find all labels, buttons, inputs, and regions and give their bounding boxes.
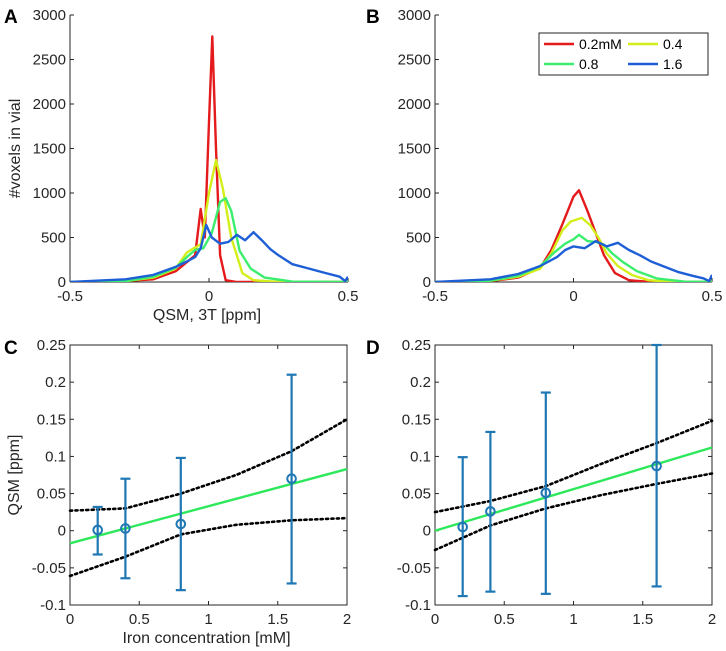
- panel-label: D: [366, 338, 380, 359]
- data-point: [175, 518, 187, 530]
- data-point: [540, 487, 552, 499]
- ci-lower-line: [68, 516, 349, 578]
- data-point: [92, 524, 103, 536]
- y-tick-label: 0.2: [45, 374, 66, 391]
- y-tick-label: 1500: [398, 141, 431, 158]
- y-tick-label: 0.25: [37, 337, 66, 354]
- x-tick-label: 1.5: [267, 611, 288, 628]
- data-point: [485, 506, 496, 517]
- x-tick-label: 1: [569, 611, 577, 628]
- y-tick-label: 1000: [398, 185, 431, 202]
- x-tick-label: 0: [569, 288, 577, 305]
- error-bar: [120, 477, 131, 580]
- y-axis-label: #voxels in vial: [7, 99, 24, 199]
- y-tick-label: -0.05: [32, 560, 66, 577]
- y-tick-label: 0: [423, 274, 431, 291]
- y-tick-label: 3000: [33, 7, 66, 24]
- legend-label: 0.8: [579, 56, 599, 72]
- y-tick-label: 500: [406, 230, 431, 247]
- y-tick-label: 1500: [33, 141, 66, 158]
- y-tick-label: 2500: [33, 52, 66, 69]
- data-point: [457, 521, 469, 533]
- legend-label: 0.4: [663, 36, 683, 52]
- x-tick-label: 0.5: [702, 288, 723, 305]
- error-bar: [92, 505, 103, 556]
- error-bar: [175, 456, 187, 592]
- y-tick-label: 0: [58, 274, 66, 291]
- x-tick-label: 0.5: [338, 288, 359, 305]
- series-line-04: [435, 216, 712, 282]
- x-tick-label: 0: [205, 288, 213, 305]
- series-line-08: [70, 197, 348, 282]
- x-tick-label: 2: [343, 611, 351, 628]
- ci-upper-line: [433, 419, 714, 514]
- y-tick-label: 0.05: [402, 486, 431, 503]
- panel-d: D -0.1 -0.05 0 0.05 0.1 0.15 0.2 0.25 0 0.5 1 1.5 2: [366, 337, 716, 628]
- ci-lower-line: [433, 472, 714, 552]
- error-bar: [651, 343, 662, 588]
- panel-label: B: [366, 7, 380, 28]
- x-tick-label: -0.5: [57, 288, 83, 305]
- x-tick-label: 0: [431, 611, 439, 628]
- y-tick-label: 0.25: [402, 337, 431, 354]
- x-axis-label: Iron concentration [mM]: [122, 630, 290, 647]
- ci-upper-line: [68, 418, 349, 512]
- y-tick-label: 0: [423, 523, 431, 540]
- y-tick-label: 0.15: [402, 411, 431, 428]
- error-bar: [540, 391, 552, 595]
- x-tick-label: 1.5: [632, 611, 653, 628]
- x-tick-label: -0.5: [422, 288, 448, 305]
- x-axis-label: QSM, 3T [ppm]: [153, 307, 261, 324]
- legend: 0.2mM 0.4 0.8 1.6: [538, 32, 709, 76]
- x-tick-label: 0.5: [494, 611, 515, 628]
- series-line-16: [435, 239, 712, 282]
- y-tick-label: -0.1: [405, 597, 431, 614]
- axes-box: [69, 344, 348, 606]
- x-tick-label: 1: [204, 611, 212, 628]
- y-tick-label: -0.1: [40, 597, 66, 614]
- y-tick-label: 0: [58, 523, 66, 540]
- panel-label: C: [4, 338, 18, 359]
- panel-label: A: [4, 7, 18, 28]
- series-line-16: [70, 223, 348, 282]
- y-tick-label: 3000: [398, 7, 431, 24]
- x-tick-label: 2: [708, 611, 716, 628]
- y-tick-label: 0.15: [37, 411, 66, 428]
- legend-box: [538, 32, 709, 76]
- y-tick-label: 2500: [398, 52, 431, 69]
- y-tick-label: -0.05: [397, 560, 431, 577]
- legend-label: 1.6: [663, 56, 683, 72]
- x-tick-label: 0: [66, 611, 74, 628]
- y-tick-label: 0.1: [45, 448, 66, 465]
- y-tick-label: 0.05: [37, 486, 66, 503]
- y-tick-label: 2000: [33, 96, 66, 113]
- series-line-08: [435, 233, 712, 282]
- y-tick-label: 1000: [33, 185, 66, 202]
- y-tick-label: 0.2: [410, 374, 431, 391]
- legend-label: 0.2mM: [579, 36, 622, 52]
- fit-line: [434, 446, 713, 532]
- error-bar: [485, 430, 496, 593]
- y-tick-label: 0.1: [410, 448, 431, 465]
- error-bar: [286, 373, 297, 585]
- x-tick-label: 0.5: [129, 611, 150, 628]
- series-line-02mM: [70, 35, 348, 282]
- data-point: [651, 460, 662, 472]
- y-axis-label: QSM [ppm]: [6, 435, 23, 516]
- y-tick-label: 2000: [398, 96, 431, 113]
- data-point: [286, 473, 297, 485]
- data-point: [120, 523, 131, 534]
- y-tick-label: 500: [41, 230, 66, 247]
- error-bar: [457, 456, 469, 598]
- fit-line: [69, 467, 348, 545]
- series-line-04: [70, 158, 348, 282]
- panel-c: C -0.1 -0.05 0 0.05 0.1 0.15 0.2 0.25 0 0.5 1 1.5 2 Ir…: [4, 337, 351, 647]
